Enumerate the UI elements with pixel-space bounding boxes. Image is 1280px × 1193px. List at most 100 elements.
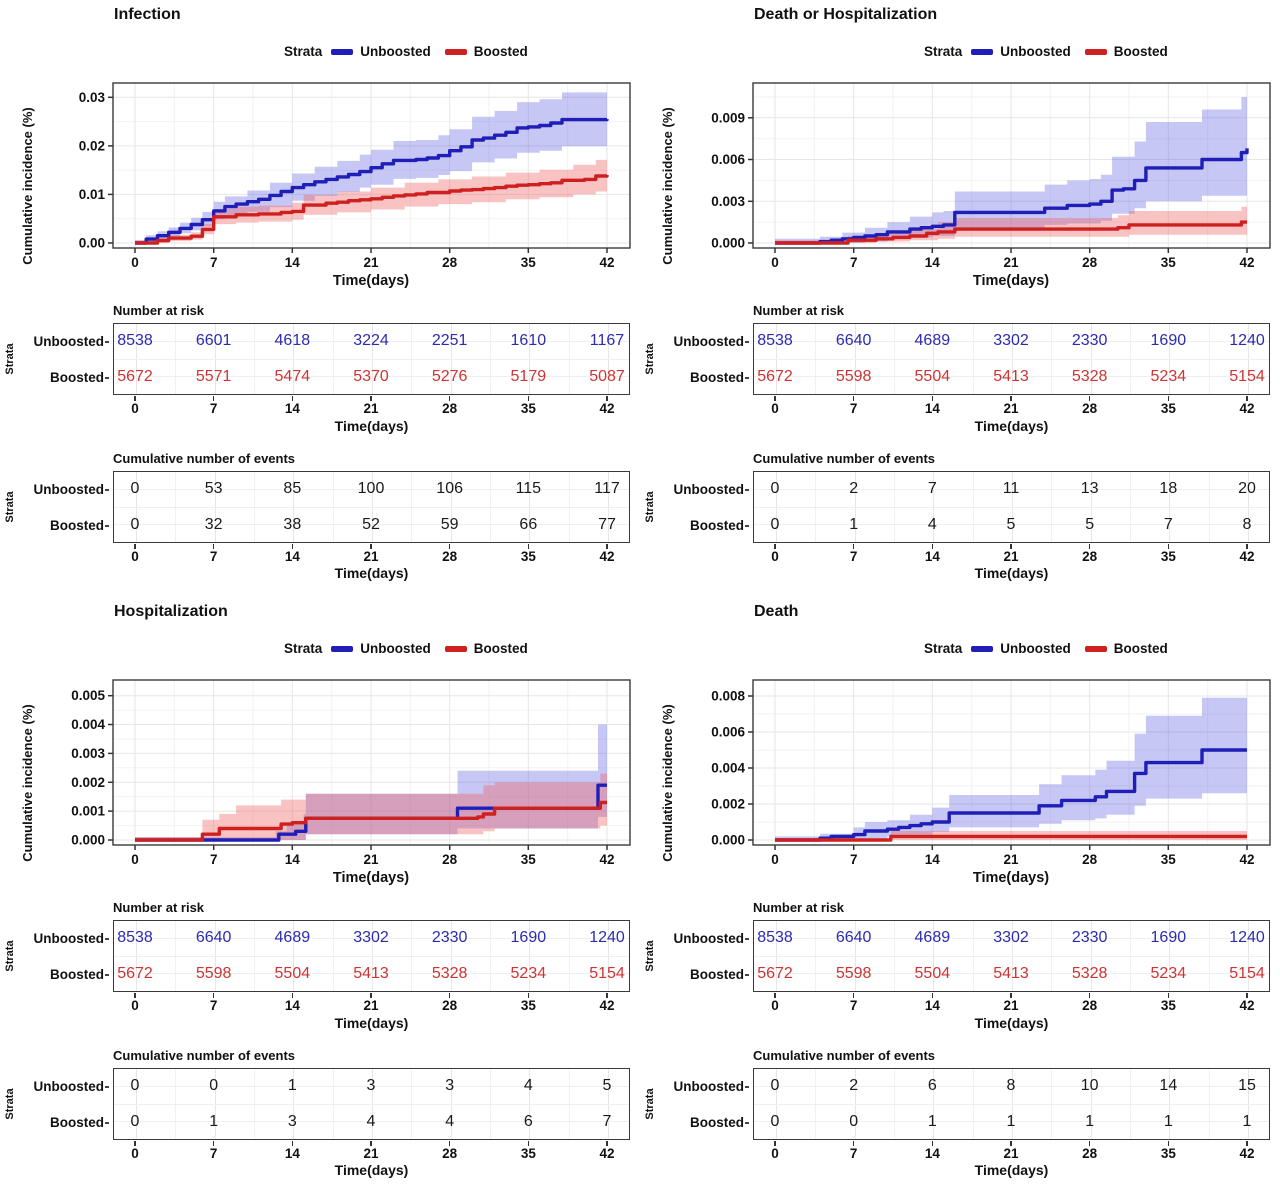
row-label-boosted: Boosted <box>0 517 109 535</box>
axis-tick-label: 35 <box>520 1146 536 1161</box>
table-value: 0 <box>770 1077 780 1094</box>
legend-key-unboosted-icon <box>971 48 994 55</box>
table-value: 1 <box>1006 1113 1016 1130</box>
svg-text:Time(days): Time(days) <box>973 273 1049 289</box>
legend-label-unboosted: Unboosted <box>360 641 431 656</box>
number-at-risk-table <box>113 323 630 395</box>
table-value: 6640 <box>195 929 232 946</box>
panel-title: Hospitalization <box>114 603 228 620</box>
table-value: 2330 <box>1071 929 1108 946</box>
cumulative-events-table <box>753 1068 1270 1140</box>
table-gridline <box>114 1104 629 1105</box>
table-value: 0 <box>849 1113 859 1130</box>
axis-tick-label: 14 <box>924 998 940 1013</box>
axis-tick-label: 7 <box>209 1146 218 1161</box>
axis-tick <box>212 544 215 549</box>
table-gridline <box>114 359 629 360</box>
axis-tick <box>291 1141 294 1146</box>
table-value: 3 <box>445 1077 455 1094</box>
axis-tick <box>1246 1141 1248 1146</box>
svg-text:0.003: 0.003 <box>711 194 745 209</box>
table-value: 5154 <box>589 965 625 982</box>
svg-text:28: 28 <box>1082 852 1098 867</box>
table-gridline <box>754 341 1269 342</box>
table-value: 5328 <box>1071 368 1108 385</box>
table-value: 59 <box>440 516 459 533</box>
row-label-unboosted: Unboosted <box>640 481 749 499</box>
number-at-risk-table <box>753 323 1270 395</box>
legend-key-unboosted-icon <box>971 645 994 652</box>
svg-text:0.004: 0.004 <box>71 717 105 732</box>
table-value: 1 <box>1163 1113 1173 1130</box>
table-gridline <box>754 1104 1269 1105</box>
svg-text:0.001: 0.001 <box>71 804 105 819</box>
svg-text:0: 0 <box>131 852 139 867</box>
svg-text:0.006: 0.006 <box>711 725 745 740</box>
table-value: 117 <box>594 480 620 497</box>
table-value: 6 <box>927 1077 937 1094</box>
axis-tick <box>1167 396 1170 401</box>
table-gridline <box>754 376 1269 377</box>
svg-text:0.008: 0.008 <box>711 689 745 704</box>
table-value: 4689 <box>914 332 951 349</box>
svg-text:0.002: 0.002 <box>711 797 745 812</box>
table-value: 3 <box>287 1113 297 1130</box>
panel-title: Infection <box>114 6 181 23</box>
axis-tick-label: 21 <box>363 998 379 1013</box>
table-value: 100 <box>357 480 385 497</box>
axis-tick-label: 7 <box>209 401 218 416</box>
cumulative-incidence-chart: 0 7 14 21 28 35 42 0.000 0.003 0.006 0.009 Time(day… <box>640 78 1280 290</box>
table-value: 5 <box>602 1077 612 1094</box>
row-label-boosted: Boosted <box>0 369 109 387</box>
table-gridline <box>114 1086 629 1087</box>
axis-tick <box>1088 993 1091 998</box>
x-axis-title: Time(days) <box>334 418 409 434</box>
table-value: 7 <box>1163 516 1173 533</box>
axis-tick-label: 42 <box>1239 998 1255 1013</box>
axis-tick-label: 0 <box>771 401 779 416</box>
axis-tick-label: 7 <box>849 998 858 1013</box>
table-value: 11 <box>1002 480 1020 497</box>
axis-tick <box>134 544 136 549</box>
table-value: 5598 <box>835 368 872 385</box>
table-value: 5474 <box>274 368 311 385</box>
svg-text:42: 42 <box>599 255 614 270</box>
table-value: 1 <box>927 1113 937 1130</box>
axis-tick-label: 14 <box>284 549 300 564</box>
row-label-unboosted: Unboosted <box>640 333 749 351</box>
chart-svg: 0 7 14 21 28 35 42 0.000 0.001 0.002 0.003 0.004 0.0… <box>71 679 631 886</box>
table-value: 1610 <box>510 332 547 349</box>
legend-key-unboosted-icon <box>331 48 354 55</box>
axis-tick-label: 28 <box>1082 998 1098 1013</box>
svg-text:42: 42 <box>599 852 614 867</box>
chart-svg: 0 7 14 21 28 35 42 0.000 0.003 0.006 0.009 Time(day… <box>711 82 1271 289</box>
panel-death: Death Strata Unboosted Boosted Cumulativ… <box>640 597 1280 1193</box>
table-value: 1690 <box>510 929 547 946</box>
axis-tick <box>606 993 608 998</box>
table-value: 38 <box>283 516 302 533</box>
axis-tick <box>1167 544 1170 549</box>
table-value: 4618 <box>274 332 311 349</box>
axis-tick-label: 42 <box>599 549 615 564</box>
table-gridline <box>754 359 1269 360</box>
table-value: 4689 <box>914 929 951 946</box>
table-value: 8538 <box>117 332 153 349</box>
table-value: 5 <box>1085 516 1095 533</box>
axis-tick <box>1010 544 1012 549</box>
table-value: 2330 <box>1071 332 1108 349</box>
table-value: 6640 <box>835 332 872 349</box>
axis-tick-label: 0 <box>771 1146 779 1161</box>
axis-tick-label: 21 <box>1003 549 1019 564</box>
table-value: 6601 <box>195 332 232 349</box>
axis-tick-label: 0 <box>771 998 779 1013</box>
axis-tick-label: 21 <box>1003 401 1019 416</box>
legend-label-unboosted: Unboosted <box>1000 44 1071 59</box>
axis-tick <box>1167 1141 1170 1146</box>
svg-text:0: 0 <box>131 255 139 270</box>
row-label-unboosted: Unboosted <box>0 930 109 948</box>
axis-tick <box>774 993 776 998</box>
table-gridline <box>754 1086 1269 1087</box>
table-value: 0 <box>130 1077 140 1094</box>
axis-tick <box>212 993 215 998</box>
table-value: 5154 <box>1229 965 1265 982</box>
